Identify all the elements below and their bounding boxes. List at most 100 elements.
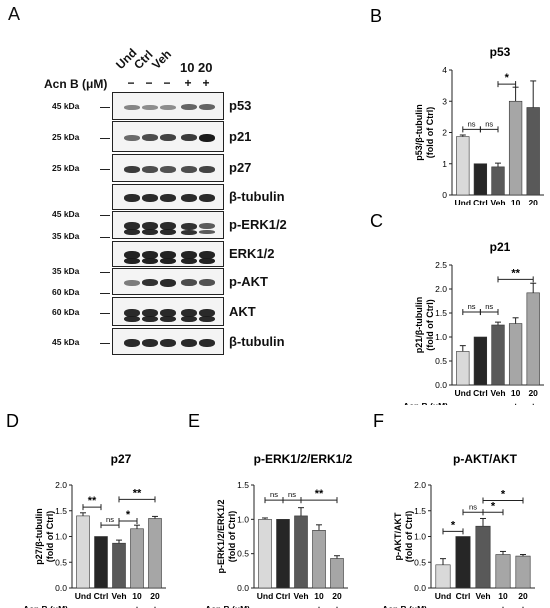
treatment-sign: +: [202, 76, 210, 90]
blot-band: [124, 251, 140, 259]
lane-label-Veh: Veh: [149, 46, 175, 72]
category-label: Und: [435, 591, 452, 601]
category-label: Veh: [475, 591, 490, 601]
blot--tubulin: [112, 184, 224, 210]
y-tick-label: 0.5: [237, 549, 249, 559]
kda-marker: 25 kDa: [52, 131, 80, 142]
blot-band: [160, 339, 176, 347]
y-tick-label: 1.5: [435, 308, 447, 318]
treatment-label: Acn B (μM): [403, 401, 448, 405]
kda-tick: [100, 272, 110, 273]
blot-band: [124, 105, 140, 110]
blot-band: [199, 279, 215, 286]
y-axis-label: (fold of Ctrl): [227, 511, 237, 562]
kda-marker: 45 kDa: [52, 209, 80, 219]
category-label: 20: [150, 591, 160, 601]
blot-band: [142, 194, 158, 202]
kda-marker: 60 kDa: [52, 287, 80, 297]
protein-label: AKT: [229, 303, 256, 319]
treatment-sign: −: [460, 604, 465, 608]
panel-letter-b: B: [370, 6, 382, 26]
significance-label: *: [505, 72, 510, 84]
bar: [330, 558, 344, 589]
treatment-sign: +: [334, 604, 339, 608]
chart-title: p-AKT/AKT: [453, 452, 518, 466]
bar: [456, 136, 470, 196]
treatment-sign: −: [127, 76, 135, 90]
protein-label: p-ERK1/2: [229, 217, 287, 232]
bar: [475, 525, 491, 589]
panel-letter-a: A: [8, 4, 21, 24]
y-tick-label: 1.0: [414, 532, 426, 542]
blot-erk1-2: [112, 241, 224, 267]
category-label: 10: [132, 591, 142, 601]
blot-band: [124, 309, 140, 317]
significance-label: ns: [468, 119, 476, 128]
significance-label: **: [511, 267, 520, 279]
chart-title: p27: [111, 452, 132, 466]
chart-title: p-ERK1/2/ERK1/2: [254, 452, 353, 466]
category-label: Veh: [111, 591, 126, 601]
significance-label: ns: [106, 515, 114, 524]
category-label: Ctrl: [456, 591, 471, 601]
significance-label: *: [491, 500, 496, 512]
protein-label: p-AKT: [229, 273, 268, 289]
bar: [276, 519, 290, 589]
blot-p-erk1-2: [112, 211, 224, 239]
panel-letter-c: C: [370, 211, 383, 231]
treatment-sign: −: [98, 604, 103, 608]
bar: [76, 515, 90, 589]
treatment-sign: +: [531, 401, 536, 405]
category-label: Ctrl: [276, 591, 291, 601]
blot-band: [181, 223, 197, 230]
y-tick-label: 1.0: [237, 514, 249, 524]
blot-band: [181, 166, 197, 173]
blot-band: [181, 104, 197, 110]
category-label: 10: [511, 198, 521, 205]
significance-label: ns: [288, 490, 296, 499]
treatment-sign: +: [513, 401, 518, 405]
treatment-label: Acn B (μM): [44, 77, 108, 91]
significance-label: *: [126, 509, 131, 521]
kda-marker: 35 kDa: [52, 231, 80, 241]
y-axis-label: p-AKT/AKT: [393, 512, 403, 560]
blot-band: [199, 309, 215, 317]
significance-label: ns: [270, 490, 278, 499]
significance-label: ns: [485, 302, 493, 311]
blot-band: [199, 316, 215, 322]
chart-title: p53: [490, 45, 511, 59]
kda-tick: [100, 342, 110, 344]
chart-title: p21: [490, 240, 511, 254]
category-label: Veh: [490, 388, 505, 398]
blot-band: [199, 258, 215, 264]
treatment-sign: −: [116, 604, 121, 608]
significance-label: **: [133, 487, 142, 499]
y-tick-label: 0.5: [414, 557, 426, 567]
bar: [473, 336, 488, 386]
bar: [526, 292, 540, 386]
blot-band: [124, 280, 140, 286]
blot-band: [181, 258, 197, 264]
blot-band: [124, 166, 140, 173]
blot-band: [142, 309, 158, 317]
blot-band: [142, 166, 158, 173]
blot-band: [160, 279, 176, 287]
y-axis-label: p21/β-tubulin: [414, 297, 424, 354]
blot-band: [160, 258, 176, 264]
chart-e: Ep-ERK1/2/ERK1/2 0.0 0.5 1.0 1.5 p-ERK1/2/ERK…: [188, 411, 353, 608]
y-tick-label: 1.5: [55, 506, 67, 516]
y-tick-label: 4: [442, 65, 447, 75]
treatment-label: Acn B (μM): [382, 604, 427, 608]
blot-band: [142, 229, 158, 235]
kda-marker: 60 kDa: [52, 306, 80, 317]
category-label: Und: [75, 591, 92, 601]
blot-band: [160, 251, 176, 259]
category-label: Ctrl: [94, 591, 109, 601]
bar: [508, 100, 523, 196]
blot-band: [124, 135, 140, 141]
blot-band: [181, 194, 197, 202]
treatment-sign: −: [163, 76, 171, 90]
blot-band: [181, 316, 197, 322]
